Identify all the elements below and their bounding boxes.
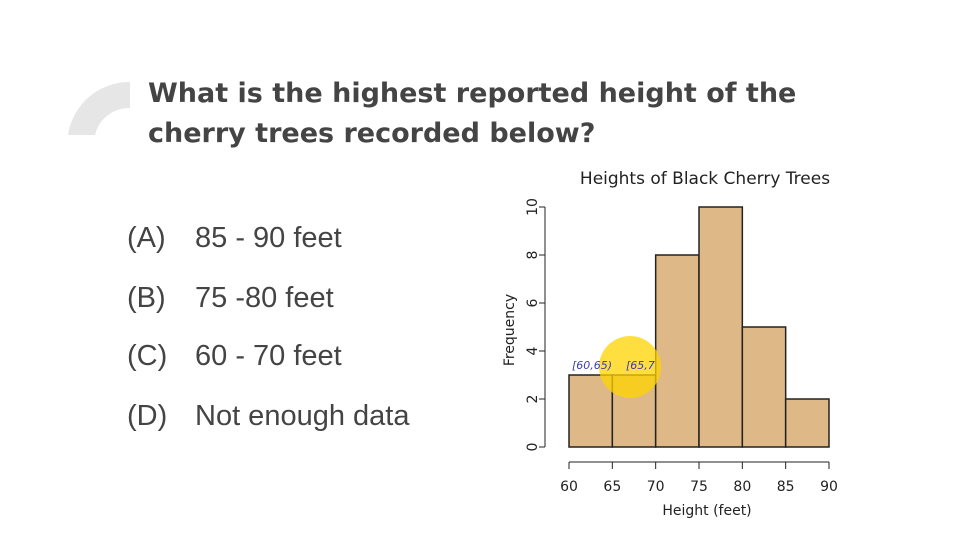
- x-tick-label: 80: [733, 479, 751, 495]
- y-axis-label: Frequency: [502, 294, 518, 366]
- chart-title: Heights of Black Cherry Trees: [580, 169, 830, 189]
- option[interactable]: (A) 85 - 90 feet: [127, 222, 342, 255]
- x-tick-label: 85: [777, 479, 795, 495]
- bar: [741, 326, 787, 448]
- option-letter: (D): [127, 400, 168, 432]
- question: What is the highest reported height of t…: [148, 78, 797, 149]
- highlight: [599, 336, 661, 398]
- annotation: [65,7: [626, 359, 655, 372]
- annotation: [60,65): [572, 359, 612, 372]
- option-letter: (A): [127, 222, 166, 254]
- option-text: 85 - 90 feet: [195, 222, 342, 254]
- y-tick-label: 6: [525, 298, 541, 307]
- x-tick-label: 75: [690, 479, 708, 495]
- option[interactable]: (D) Not enough data: [127, 400, 409, 433]
- option-text: Not enough data: [195, 400, 410, 432]
- y-tick-label: 8: [525, 251, 541, 260]
- y-tick-label: 2: [525, 395, 541, 404]
- option[interactable]: (C) 60 - 70 feet: [127, 340, 342, 373]
- corner-shape: [68, 81, 130, 135]
- x-axis-label: Height (feet): [662, 503, 751, 519]
- x-tick-label: 65: [603, 479, 621, 495]
- x-tick-label: 60: [560, 479, 578, 495]
- y-tick-label: 0: [525, 443, 541, 452]
- option-letter: (C): [127, 340, 168, 372]
- x-tick-label: 70: [647, 479, 665, 495]
- option-text: 75 -80 feet: [195, 282, 334, 314]
- bar: [784, 398, 830, 448]
- bar: [698, 206, 744, 448]
- x-tick-label: 90: [820, 479, 838, 495]
- option-text: 60 - 70 feet: [195, 340, 342, 372]
- bar: [654, 254, 700, 448]
- option-letter: (B): [127, 282, 166, 314]
- y-tick-label: 4: [525, 346, 541, 355]
- option[interactable]: (B) 75 -80 feet: [127, 282, 334, 315]
- bar: [568, 374, 614, 448]
- y-tick-label: 10: [525, 198, 541, 216]
